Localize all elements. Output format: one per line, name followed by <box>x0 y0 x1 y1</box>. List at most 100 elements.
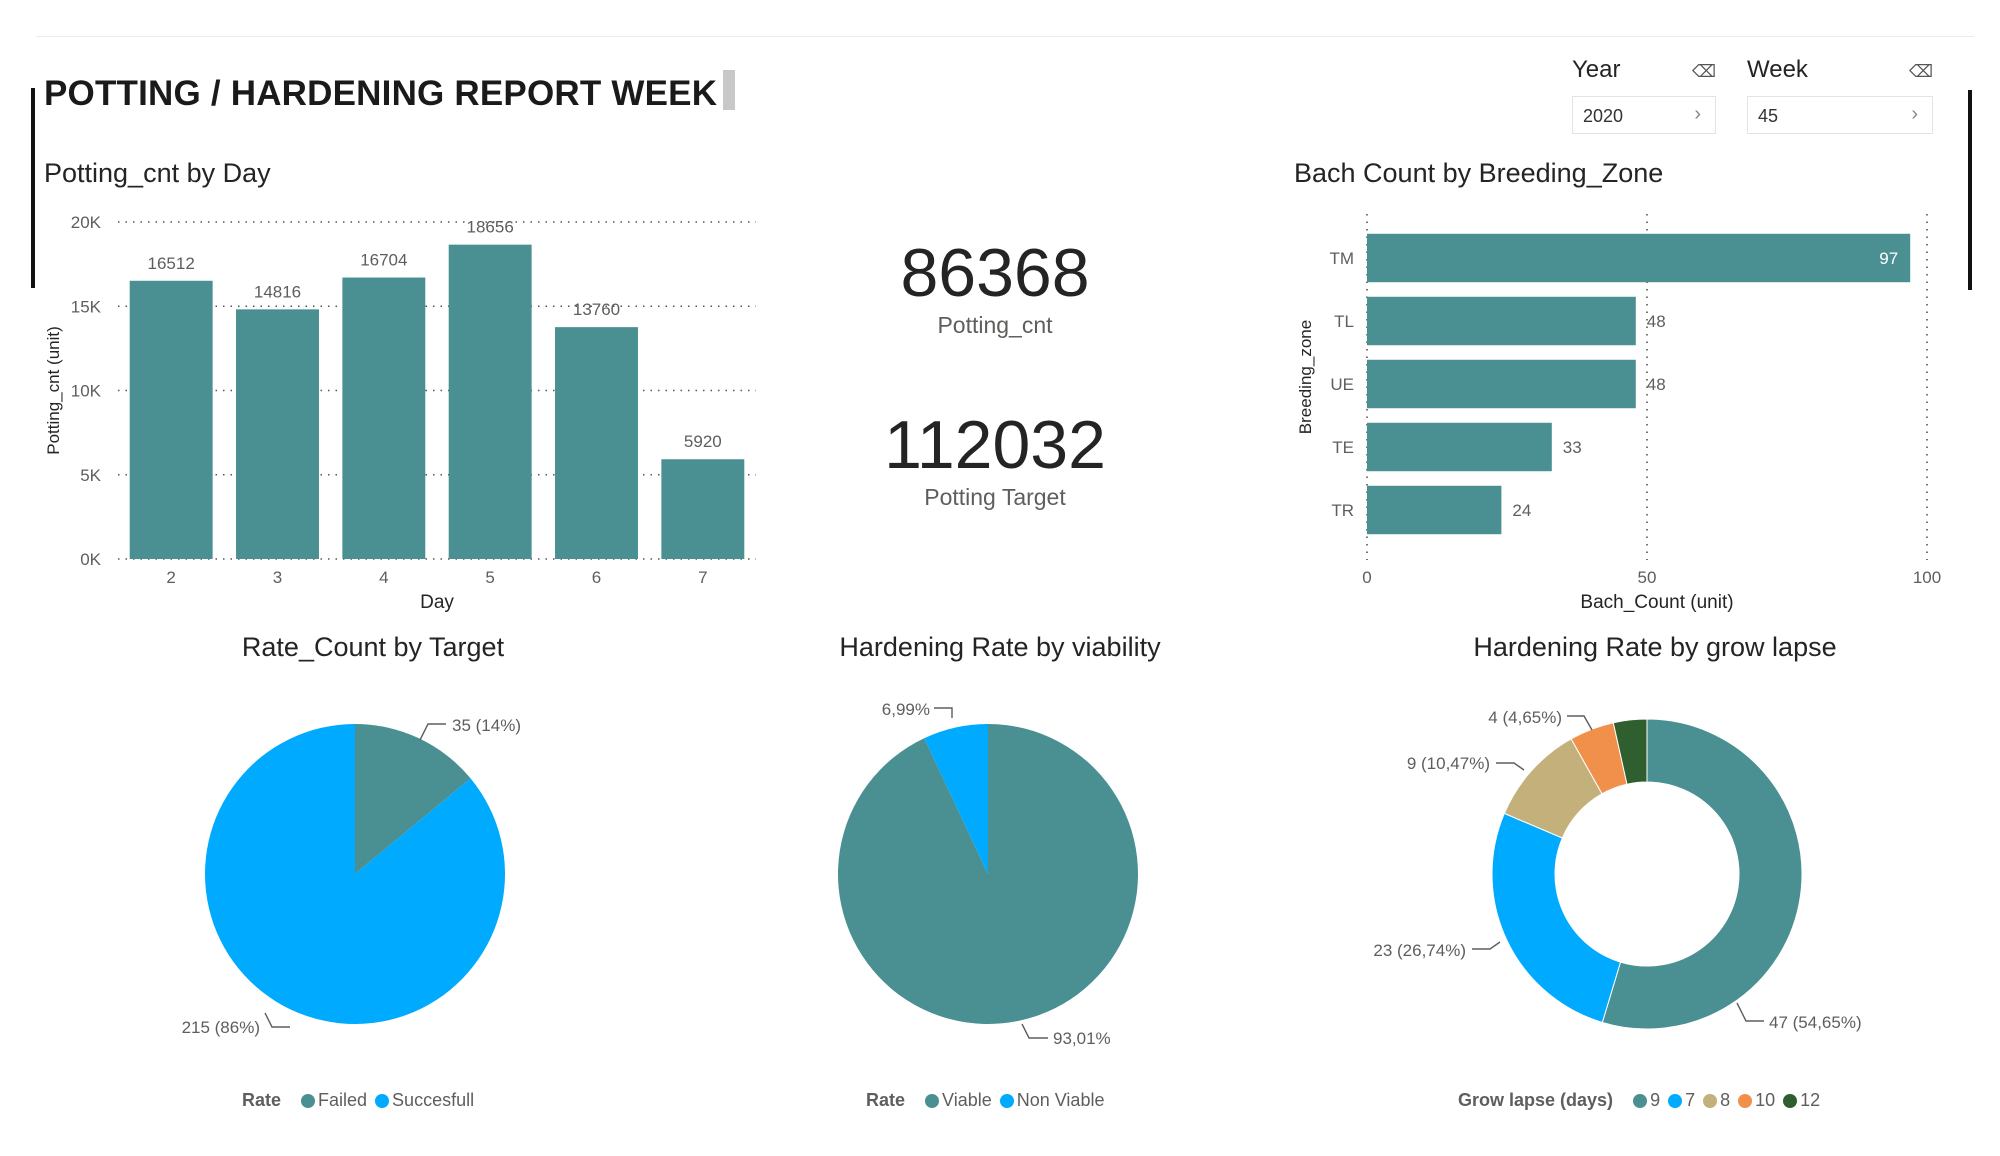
legend-item[interactable]: Non Viable <box>1016 1090 1105 1110</box>
year-slicer-label: Year <box>1572 56 1621 83</box>
y-tick-label: TL <box>1334 312 1354 331</box>
data-label: 48 <box>1647 312 1666 331</box>
slice-label: 23 (26,74%) <box>1373 941 1466 960</box>
bar <box>1367 233 1911 283</box>
legend-item[interactable]: Failed <box>318 1090 368 1110</box>
y-tick-label: 0K <box>80 550 101 569</box>
x-tick-label: 7 <box>698 568 707 587</box>
kpi-potting-cnt-label: Potting_cnt <box>937 312 1053 338</box>
y-tick-label: TR <box>1331 501 1354 520</box>
bar <box>1367 485 1502 535</box>
slice <box>837 724 1138 1024</box>
slice <box>1491 812 1622 1024</box>
viability-pie-chart[interactable]: 6,99% 93,01% <box>837 700 1138 1048</box>
y-tick-label: 20K <box>71 213 102 232</box>
target-pie-title: Rate_Count by Target <box>241 632 505 662</box>
legend-item[interactable]: 7 <box>1685 1090 1696 1110</box>
slice-label: 4 (4,65%) <box>1488 708 1562 727</box>
year-value: 2020 <box>1583 106 1624 126</box>
growlapse-donut-legend: Grow lapse (days) 9 7 8 10 12 <box>1458 1090 1820 1111</box>
legend-swatch <box>1738 1093 1753 1108</box>
slice-label: 6,99% <box>882 700 930 719</box>
legend-swatch <box>1633 1093 1648 1108</box>
slice <box>1612 718 1648 785</box>
slice-label: 35 (14%) <box>452 716 521 735</box>
slice <box>205 724 505 1025</box>
legend-swatch <box>301 1093 316 1108</box>
legend-item[interactable]: 9 <box>1650 1090 1661 1110</box>
kpi-potting-cnt-value: 86368 <box>900 235 1090 311</box>
data-label: 24 <box>1512 501 1531 520</box>
report-title: POTTING / HARDENING REPORT WEEK <box>44 74 718 113</box>
x-tick-label: 50 <box>1638 568 1657 587</box>
y-axis-title: Breeding_zone <box>1296 320 1315 434</box>
week-dropdown[interactable]: 45 › <box>1747 96 1933 134</box>
legend-title: Rate <box>866 1090 906 1110</box>
label-leader <box>1472 941 1501 950</box>
slice-label: 215 (86%) <box>182 1018 260 1037</box>
week-value: 45 <box>1758 106 1779 126</box>
growlapse-donut-chart[interactable]: 47 (54,65%) 23 (26,74%) 9 (10,47%) 4 (4,65%… <box>1373 708 1861 1032</box>
kpi-potting-cnt: 86368 Potting_cnt <box>790 234 1200 339</box>
legend-item[interactable]: 12 <box>1800 1090 1821 1110</box>
year-dropdown[interactable]: 2020 › <box>1572 96 1716 134</box>
zone-chart-title: Bach Count by Breeding_Zone <box>1294 158 1664 188</box>
bar <box>342 277 426 559</box>
data-label: 18656 <box>467 218 514 237</box>
legend-item[interactable]: 8 <box>1720 1090 1731 1110</box>
target-pie-chart[interactable]: 35 (14%) 215 (86%) <box>182 716 521 1037</box>
x-axis-title: Bach_Count (unit) <box>1580 592 1733 613</box>
y-tick-label: 5K <box>80 466 101 485</box>
data-label: 48 <box>1647 375 1666 394</box>
day-chart-title: Potting_cnt by Day <box>44 158 271 188</box>
chevron-down-icon: › <box>1911 103 1918 125</box>
legend-item[interactable]: 10 <box>1755 1090 1776 1110</box>
label-leader <box>934 707 953 718</box>
label-leader <box>1021 1023 1048 1039</box>
week-slicer-label: Week <box>1747 56 1808 83</box>
x-tick-label: 0 <box>1362 568 1371 587</box>
week-slicer[interactable]: Week ⌫ 45 › <box>1747 56 1937 136</box>
legend-item[interactable]: Viable <box>942 1090 992 1110</box>
zone-bar-chart[interactable]: 0 50 100 TM 97 TL 48 UE 48 TE 33 TR 24 Bach_Count (un… <box>1296 214 1941 613</box>
viability-pie-title: Hardening Rate by viability <box>839 632 1161 662</box>
x-tick-label: 3 <box>273 568 282 587</box>
text-cursor <box>723 70 735 110</box>
label-leader <box>1567 715 1593 731</box>
eraser-icon[interactable]: ⌫ <box>1692 62 1717 81</box>
y-axis-title: Potting_cnt (unit) <box>44 326 63 455</box>
year-slicer[interactable]: Year ⌫ 2020 › <box>1572 56 1722 136</box>
legend-swatch <box>999 1093 1014 1108</box>
y-tick-label: 15K <box>71 297 102 316</box>
growlapse-donut-title: Hardening Rate by grow lapse <box>1473 632 1837 662</box>
slice <box>355 724 471 874</box>
legend-item[interactable]: Succesfull <box>392 1090 475 1110</box>
kpi-potting-target-value: 112032 <box>884 407 1106 483</box>
x-tick-label: 4 <box>379 568 388 587</box>
legend-swatch <box>1668 1093 1683 1108</box>
legend-swatch <box>1783 1093 1798 1108</box>
legend-swatch <box>1703 1093 1718 1108</box>
day-bar-chart[interactable]: 0K 5K 10K 15K 20K 16512 2 14816 3 16704 4 18656 5 137… <box>44 213 756 613</box>
data-label: 13760 <box>573 300 620 319</box>
bar <box>1367 359 1636 409</box>
slice-label: 47 (54,65%) <box>1769 1013 1862 1032</box>
kpi-potting-target: 112032 Potting Target <box>790 406 1200 511</box>
x-tick-label: 100 <box>1913 568 1941 587</box>
x-tick-label: 6 <box>592 568 601 587</box>
label-leader <box>419 723 446 741</box>
slice <box>924 724 988 874</box>
legend-title: Rate <box>242 1090 282 1110</box>
data-label: 97 <box>1879 249 1898 268</box>
legend-swatch <box>375 1093 390 1108</box>
left-accent-bar <box>31 88 35 288</box>
x-axis-title: Day <box>420 592 454 613</box>
bar <box>661 459 745 559</box>
x-tick-label: 2 <box>166 568 175 587</box>
data-label: 5920 <box>684 432 722 451</box>
eraser-icon[interactable]: ⌫ <box>1909 62 1934 81</box>
data-label: 16512 <box>148 254 195 273</box>
bar <box>129 280 213 559</box>
bar <box>448 244 532 559</box>
